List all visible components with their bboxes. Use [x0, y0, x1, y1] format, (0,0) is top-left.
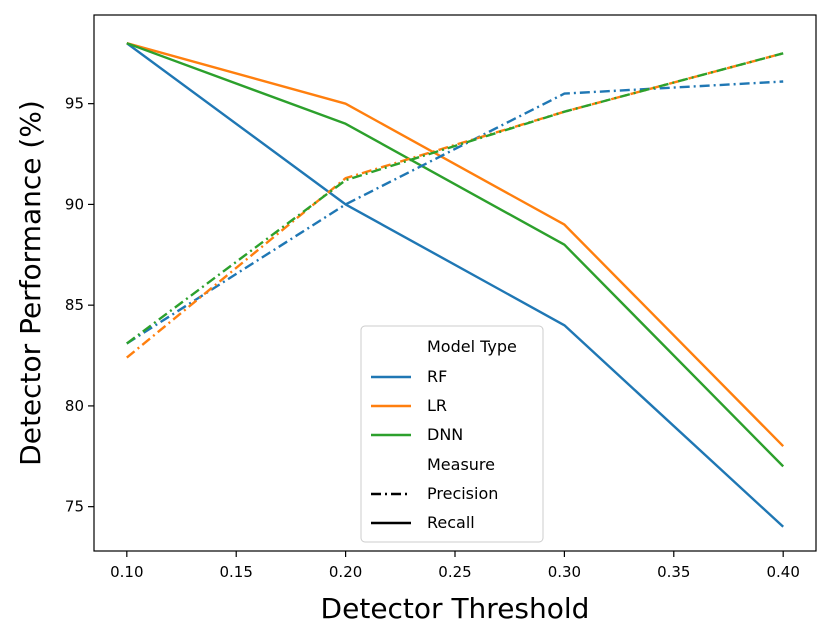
- y-tick-label: 80: [65, 397, 84, 415]
- legend-label-lr: LR: [427, 396, 447, 415]
- y-axis-label: Detector Performance (%): [14, 100, 47, 466]
- x-axis-label: Detector Threshold: [321, 592, 590, 625]
- legend-label-dnn: DNN: [427, 425, 463, 444]
- series-line-lr-precision: [126, 52, 784, 359]
- series-line-dnn-recall: [126, 42, 785, 468]
- x-tick-label: 0.15: [220, 563, 253, 581]
- legend: Model Type RF LR DNN Measure Precision R…: [360, 325, 544, 543]
- x-tick-label: 0.40: [766, 563, 799, 581]
- series-lines: [126, 42, 785, 528]
- series-line-dnn-precision: [126, 52, 784, 345]
- legend-header-model-type: Model Type: [427, 337, 517, 356]
- series-line-lr-recall: [126, 42, 785, 448]
- x-tick-label: 0.20: [329, 563, 362, 581]
- legend-label-recall: Recall: [427, 513, 475, 532]
- series-line-rf-precision: [126, 80, 784, 345]
- x-tick-label: 0.10: [110, 563, 143, 581]
- legend-header-measure: Measure: [427, 455, 495, 474]
- x-tick-label: 0.30: [548, 563, 581, 581]
- series-line-rf-recall: [126, 42, 785, 528]
- x-tick-label: 0.25: [438, 563, 471, 581]
- y-axis-ticks: 75 80 85 90 95: [65, 95, 94, 516]
- y-tick-label: 90: [65, 195, 84, 213]
- y-tick-label: 85: [65, 296, 84, 314]
- legend-frame: [360, 325, 544, 543]
- legend-label-rf: RF: [427, 367, 447, 386]
- legend-label-precision: Precision: [427, 484, 498, 503]
- y-tick-label: 95: [65, 95, 84, 113]
- x-axis-ticks: 0.10 0.15 0.20 0.25 0.30 0.35 0.40: [110, 551, 800, 581]
- y-tick-label: 75: [65, 498, 84, 516]
- x-tick-label: 0.35: [657, 563, 690, 581]
